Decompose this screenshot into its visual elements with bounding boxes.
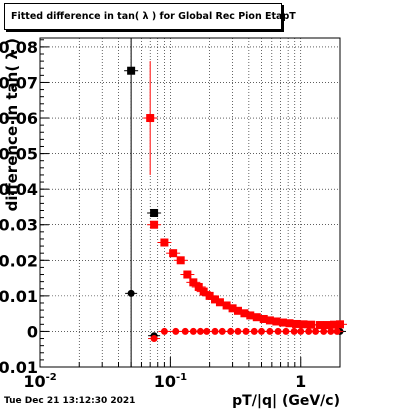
y-tick-label: 0.04: [0, 180, 38, 199]
data-point-square: [240, 309, 249, 318]
data-point-circle: [327, 327, 335, 335]
data-point-square: [183, 270, 192, 279]
x-axis-label: pT/|q| (GeV/c): [232, 393, 340, 409]
data-point-circle: [290, 327, 298, 335]
data-point-square: [194, 282, 203, 291]
data-point-square: [246, 311, 255, 320]
data-point-square: [176, 256, 185, 265]
y-tick-label: 0.06: [0, 109, 38, 128]
data-point-square: [150, 220, 159, 229]
y-tick-label: -0.01: [0, 358, 38, 377]
y-tick-label: 0.07: [0, 73, 38, 92]
data-point-square: [127, 66, 136, 75]
data-point-circle: [234, 327, 242, 335]
data-point-square: [259, 314, 268, 323]
data-point-square: [315, 321, 324, 330]
data-point-circle: [181, 327, 189, 335]
data-point-circle: [242, 327, 250, 335]
data-point-circle: [305, 327, 313, 335]
data-point-circle: [218, 327, 226, 335]
data-point-square: [307, 320, 316, 329]
plot-frame: [39, 37, 341, 368]
data-point-circle: [266, 327, 274, 335]
data-point-square: [146, 114, 155, 123]
data-point-square: [199, 287, 208, 296]
data-point-square: [189, 278, 198, 287]
data-point-square: [222, 301, 231, 310]
data-point-square: [272, 317, 281, 326]
y-axis-label: difference in tan( λ ): [3, 38, 21, 211]
data-point-square: [252, 313, 261, 322]
data-point-circle: [282, 327, 290, 335]
y-tick-label: 0.05: [0, 145, 38, 164]
x-tick-label: 10-1: [154, 372, 187, 391]
data-point-circle: [227, 327, 235, 335]
data-point-square: [285, 319, 294, 328]
data-point-circle: [150, 335, 158, 343]
data-point-circle: [211, 327, 219, 335]
y-tick-label: 0.02: [0, 251, 38, 270]
data-point-square: [160, 238, 169, 247]
data-point-square: [215, 298, 224, 307]
data-point-circle: [274, 327, 282, 335]
data-point-square: [150, 208, 159, 217]
data-point-square: [299, 320, 308, 329]
data-marks: [124, 61, 347, 343]
title-box: Fitted difference in tan( λ ) for Global…: [4, 3, 296, 30]
data-point-square: [228, 304, 237, 313]
data-point-square: [205, 291, 214, 300]
data-point-square: [292, 319, 301, 328]
data-point-circle: [189, 327, 197, 335]
grid-lines: [39, 38, 341, 368]
y-tick-label: 0: [27, 322, 38, 341]
timestamp: Tue Dec 21 13:12:30 2021: [4, 396, 136, 406]
data-point-circle: [258, 327, 266, 335]
data-point-square: [233, 306, 242, 315]
data-point-circle: [312, 327, 320, 335]
y-tick-label: 0.03: [0, 216, 38, 235]
data-point-circle: [297, 327, 305, 335]
y-tick-label: 0.01: [0, 287, 38, 306]
data-point-square: [336, 320, 344, 329]
data-point-square: [278, 318, 287, 327]
data-point-circle: [203, 327, 211, 335]
data-point-circle: [250, 327, 258, 335]
axes: -0.01 0 0.01 0.02 0.03 0.04 0.05 0.06 0.07 0.08 10…: [0, 38, 341, 391]
data-point-circle: [160, 327, 168, 335]
data-point-circle: [172, 327, 180, 335]
data-point-circle: [320, 327, 328, 335]
y-tick-label: 0.08: [0, 38, 38, 57]
data-point-circle: [196, 327, 204, 335]
data-point-circle: [333, 327, 341, 335]
chart-title: Fitted difference in tan( λ ) for Global…: [11, 11, 296, 22]
data-point-square: [211, 295, 220, 304]
x-tick-label: 10-2: [23, 372, 56, 391]
data-point-square: [265, 316, 274, 325]
data-point-square: [169, 249, 178, 258]
data-point-circle: [127, 289, 135, 297]
x-tick-label: 1: [295, 372, 306, 391]
